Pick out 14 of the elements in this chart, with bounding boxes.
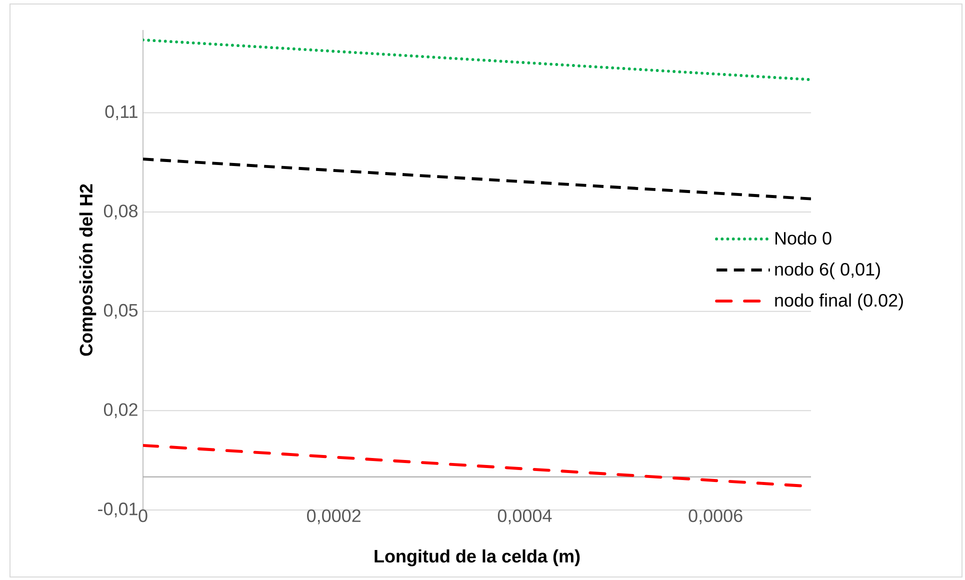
y-axis-title: Composición del H2	[79, 184, 96, 356]
x-tick-label: 0,0004	[498, 509, 552, 524]
x-axis-title: Longitud de la celda (m)	[374, 549, 580, 566]
legend-label: nodo final (0.02)	[775, 294, 903, 310]
y-tick-label: 0,08	[104, 204, 138, 220]
x-tick-label: 0,0006	[688, 509, 742, 524]
y-tick-label: 0,11	[105, 105, 138, 120]
y-tick-label: 0,05	[104, 304, 138, 319]
x-tick-label: 0,0002	[307, 509, 360, 524]
legend-label: nodo 6( 0,01)	[775, 262, 880, 280]
y-tick-label: 0,02	[104, 403, 138, 418]
legend-label: Nodo 0	[775, 231, 832, 245]
x-tick-label: 0	[138, 509, 148, 522]
y-tick-label: -0,01	[98, 502, 138, 518]
